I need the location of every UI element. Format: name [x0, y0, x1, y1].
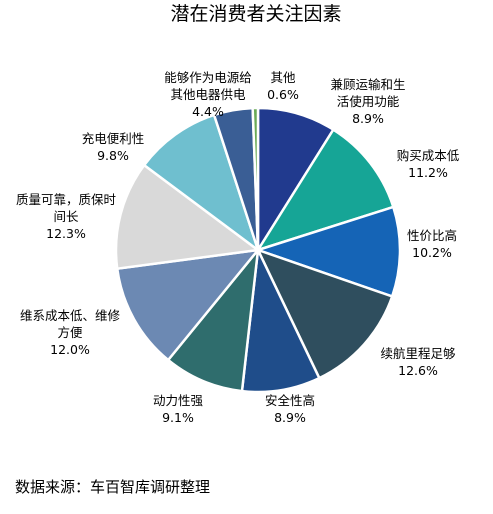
slice-name-label: 质量可靠，质保时: [16, 192, 117, 207]
slice-label-6: 动力性强 9.1%: [153, 393, 204, 425]
slice-value-label: 12.3%: [46, 226, 86, 241]
slice-value-label: 12.6%: [398, 363, 438, 378]
slice-name-label: 活使用功能: [337, 94, 400, 109]
chart-title: 潜在消费者关注因素: [170, 3, 341, 25]
slice-value-label: 11.2%: [408, 165, 448, 180]
slice-name-label: 充电便利性: [82, 131, 145, 146]
slice-value-label: 4.4%: [192, 104, 224, 119]
slice-value-label: 9.1%: [162, 410, 194, 425]
slice-name-label: 续航里程足够: [380, 346, 456, 361]
pie-slice-7: [115, 248, 260, 362]
slice-name-label: 兼顾运输和生: [330, 77, 405, 92]
slice-label-3: 性价比高 10.2%: [407, 228, 457, 260]
slice-name-label: 动力性强: [153, 393, 204, 408]
slice-label-2: 购买成本低 11.2%: [397, 148, 460, 180]
slice-value-label: 12.0%: [50, 342, 90, 357]
slice-label-5: 安全性高 8.9%: [265, 393, 315, 425]
source-note: 数据来源：车百智库调研整理: [15, 478, 210, 496]
pie-slice-2: [256, 128, 395, 252]
slice-label-9: 充电便利性 9.8%: [82, 131, 145, 163]
pie-slice-4: [256, 248, 394, 380]
slice-name-label: 安全性高: [265, 393, 315, 408]
slice-value-label: 0.6%: [267, 87, 299, 102]
pie-slice-11: [251, 106, 260, 252]
slice-name-label: 间长: [53, 209, 79, 224]
slice-value-label: 8.9%: [352, 111, 384, 126]
slice-value-label: 10.2%: [412, 245, 452, 260]
slice-name-label: 其他电器供电: [170, 87, 246, 102]
slice-name-label: 购买成本低: [397, 148, 460, 163]
pie-slice-8: [114, 163, 260, 270]
slice-value-label: 8.9%: [274, 410, 306, 425]
pie-slices: [114, 106, 402, 394]
slice-name-label: 维系成本低、维修: [20, 308, 121, 323]
slice-label-11: 其他 0.6%: [267, 70, 299, 102]
pie-slice-9: [142, 113, 260, 252]
slice-name-label: 其他: [270, 70, 296, 85]
slice-name-label: 性价比高: [407, 228, 457, 243]
slice-value-label: 9.8%: [97, 148, 129, 163]
slice-name-label: 能够作为电源给: [164, 70, 252, 85]
pie-slice-6: [166, 248, 260, 393]
slice-label-4: 续航里程足够 12.6%: [380, 346, 456, 378]
slice-name-label: 方便: [57, 325, 83, 340]
pie-slice-3: [256, 205, 402, 298]
